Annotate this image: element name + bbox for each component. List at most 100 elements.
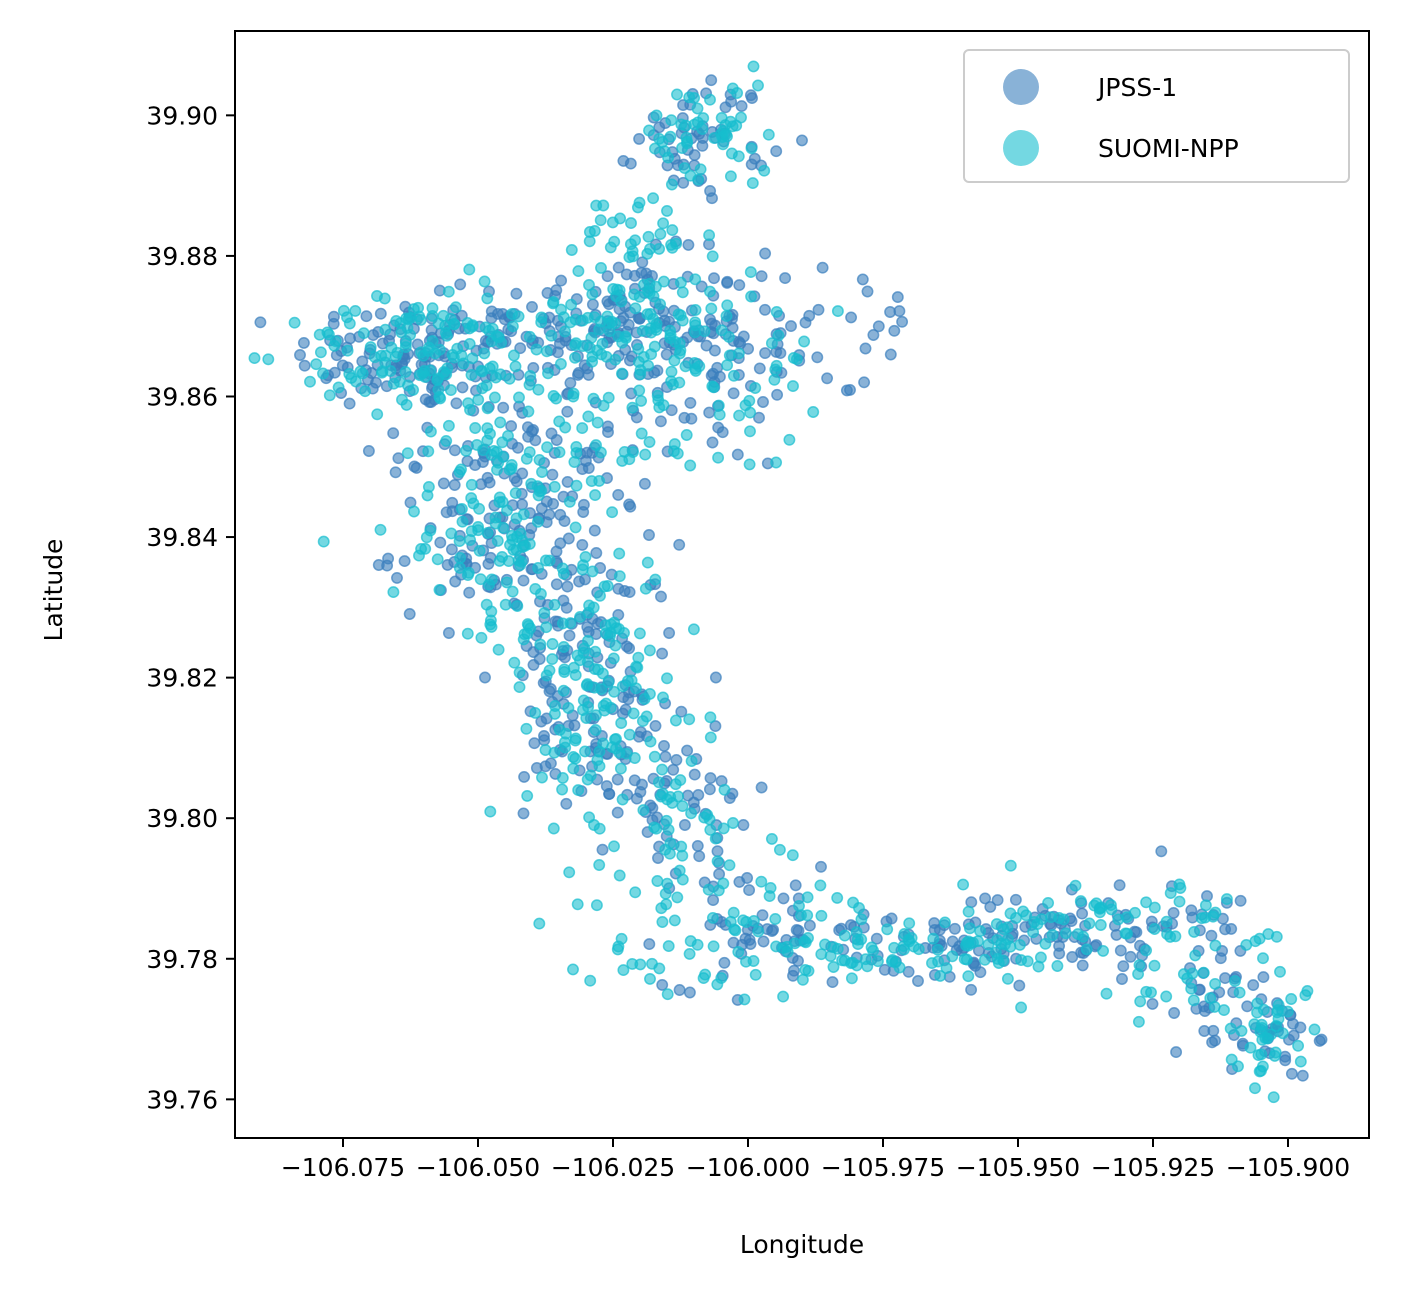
data-point	[558, 736, 571, 749]
data-point	[675, 705, 688, 718]
data-point	[509, 487, 522, 500]
data-point	[662, 940, 675, 953]
data-point	[550, 578, 563, 591]
data-point	[597, 399, 610, 412]
data-point	[511, 441, 524, 454]
x-tick-label: −105.925	[1091, 1153, 1215, 1182]
data-point	[664, 791, 677, 803]
data-point	[558, 515, 571, 528]
data-point	[888, 941, 901, 954]
data-point	[755, 875, 768, 888]
data-point	[461, 569, 474, 582]
data-point	[796, 973, 809, 986]
y-tick-label: 39.76	[146, 1085, 218, 1114]
data-point	[680, 131, 693, 144]
data-point	[332, 381, 345, 394]
data-point	[792, 954, 804, 967]
data-point	[533, 485, 546, 498]
data-point	[562, 702, 575, 714]
data-point	[457, 357, 470, 370]
data-point	[343, 368, 356, 380]
data-point	[607, 652, 620, 665]
data-point	[1209, 977, 1222, 990]
data-point	[531, 515, 544, 528]
data-point	[700, 339, 713, 352]
data-point	[541, 441, 554, 454]
data-point	[400, 398, 413, 411]
data-point	[608, 840, 620, 853]
data-point	[529, 706, 542, 719]
data-point	[609, 317, 622, 330]
data-point	[630, 792, 643, 805]
data-point	[545, 427, 558, 440]
data-point	[1042, 897, 1055, 909]
data-point	[661, 204, 673, 217]
data-point	[546, 468, 559, 481]
data-point	[570, 479, 583, 492]
data-point	[1051, 960, 1064, 972]
data-point	[420, 531, 433, 544]
data-point	[759, 303, 771, 316]
data-point	[1233, 986, 1246, 999]
data-point	[722, 330, 735, 343]
data-point	[759, 247, 772, 260]
data-point	[583, 811, 596, 824]
data-point	[1074, 895, 1087, 908]
legend-label-suomi-npp: SUOMI-NPP	[1098, 134, 1239, 163]
points-layer	[248, 60, 1328, 1104]
data-point	[1140, 896, 1153, 909]
data-point	[385, 341, 398, 354]
data-point	[1132, 968, 1145, 980]
data-point	[548, 598, 561, 611]
data-point	[831, 305, 844, 318]
data-point	[546, 653, 559, 666]
data-point	[633, 627, 646, 640]
data-point	[647, 290, 660, 303]
data-point	[535, 502, 548, 515]
data-point	[990, 918, 1003, 931]
data-point	[588, 311, 601, 324]
data-point	[327, 310, 340, 323]
data-point	[885, 955, 898, 968]
data-point	[711, 361, 724, 374]
data-point	[587, 392, 600, 405]
data-point	[560, 601, 573, 614]
data-point	[530, 343, 543, 356]
data-point	[502, 429, 514, 442]
data-point	[630, 682, 642, 695]
data-point	[623, 586, 636, 599]
data-point	[514, 559, 527, 572]
data-point	[511, 530, 523, 543]
data-point	[629, 234, 642, 247]
data-point	[702, 883, 715, 896]
data-point	[657, 399, 670, 412]
y-axis: 39.76 39.78 39.80 39.82 39.84 39.86 39.88 39.90	[146, 101, 235, 1114]
data-point	[704, 711, 717, 724]
data-point	[612, 940, 625, 953]
data-point	[563, 629, 576, 642]
data-point	[530, 762, 543, 774]
series-suomi-npp	[248, 60, 1321, 1104]
data-point	[699, 968, 712, 981]
data-point	[486, 360, 499, 373]
data-point	[704, 93, 716, 106]
data-point	[706, 192, 718, 205]
data-point	[513, 666, 526, 679]
data-point	[744, 266, 757, 279]
data-point	[644, 972, 656, 985]
data-point	[738, 993, 751, 1006]
data-point	[567, 963, 579, 976]
data-point	[494, 416, 507, 429]
data-point	[549, 700, 562, 712]
data-point	[1071, 928, 1084, 941]
data-point	[675, 840, 688, 853]
data-point	[558, 666, 571, 678]
x-tick-label: −106.025	[551, 1153, 675, 1182]
data-point	[528, 737, 541, 750]
data-point	[1148, 959, 1161, 972]
data-point	[485, 448, 498, 461]
data-point	[547, 296, 560, 308]
data-point	[488, 391, 501, 404]
data-point	[648, 821, 661, 834]
data-point	[571, 649, 584, 662]
